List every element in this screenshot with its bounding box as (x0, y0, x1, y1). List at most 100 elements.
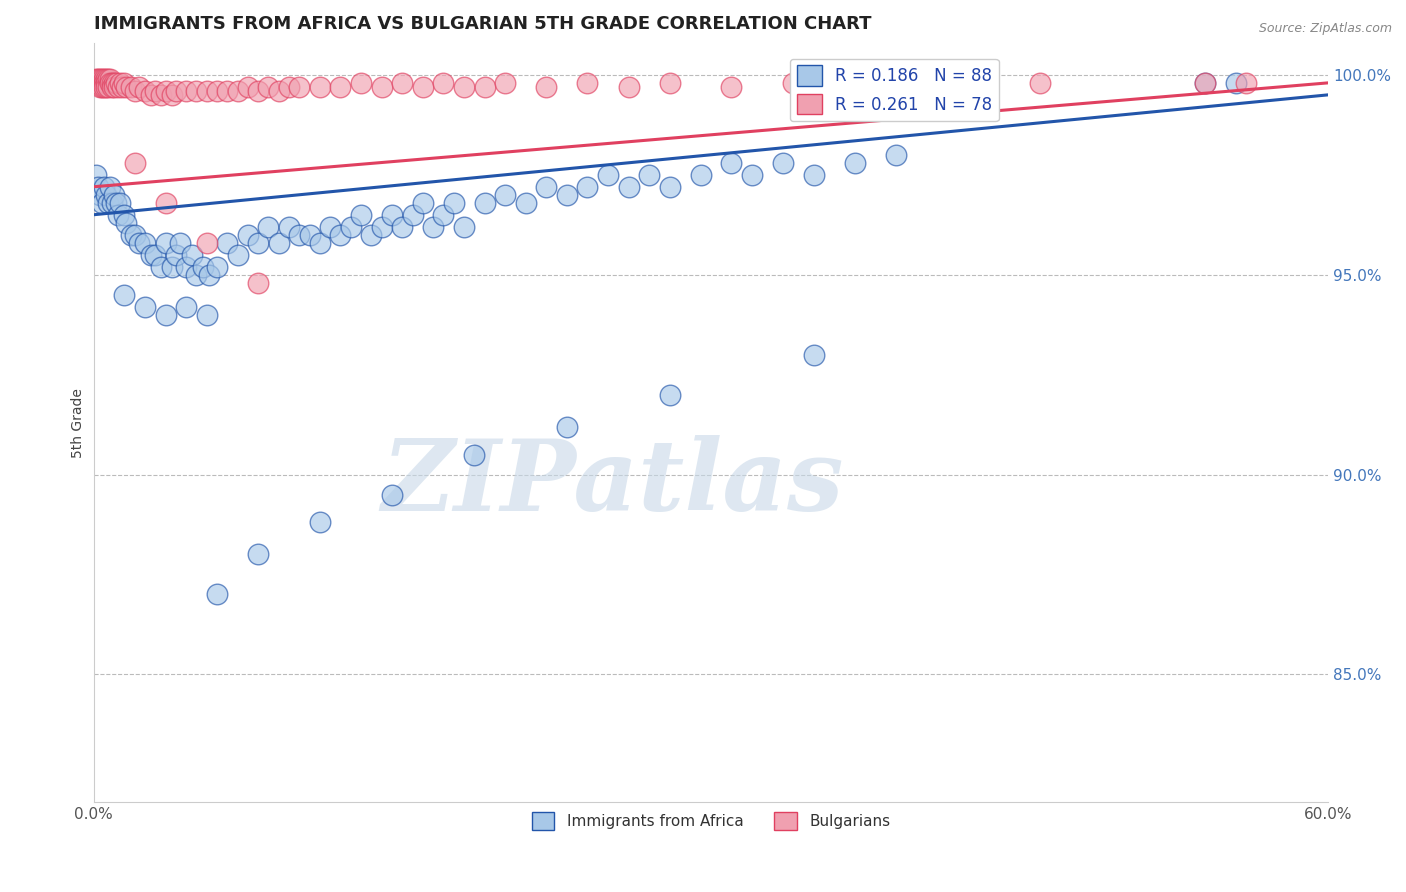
Point (205, 84, 228, 98)
Point (98, 76, 121, 90)
Point (658, 76, 681, 90)
Point (741, 168, 763, 182)
Point (515, 195, 537, 210)
Point (381, 487, 404, 501)
Text: IMMIGRANTS FROM AFRICA VS BULGARIAN 5TH GRADE CORRELATION CHART: IMMIGRANTS FROM AFRICA VS BULGARIAN 5TH … (94, 15, 872, 33)
Point (89, 76, 111, 90)
Point (174, 260, 197, 274)
Point (101, 195, 124, 210)
Point (103, 187, 125, 202)
Point (191, 260, 214, 274)
Point (257, 79, 280, 94)
Point (90, 195, 112, 210)
Point (128, 235, 150, 250)
Point (101, 79, 124, 94)
Point (90, 76, 112, 90)
Point (658, 179, 681, 194)
Point (329, 79, 352, 94)
Point (247, 276, 270, 290)
Point (84, 71, 107, 86)
Point (432, 76, 454, 90)
Point (174, 300, 197, 314)
Point (689, 168, 711, 182)
Point (412, 195, 434, 210)
Point (86, 76, 108, 90)
Point (107, 79, 129, 94)
Point (720, 156, 742, 170)
Point (401, 208, 423, 222)
Point (98, 71, 121, 86)
Point (236, 227, 259, 242)
Point (309, 516, 332, 530)
Text: ZIPatlas: ZIPatlas (381, 435, 844, 532)
Point (160, 260, 183, 274)
Point (278, 79, 301, 94)
Point (120, 79, 142, 94)
Point (205, 260, 228, 274)
Point (105, 76, 128, 90)
Point (94, 71, 117, 86)
Point (803, 168, 825, 182)
Point (198, 268, 221, 282)
Point (103, 79, 125, 94)
Point (155, 84, 177, 98)
Point (596, 168, 619, 182)
Point (350, 208, 373, 222)
Point (309, 235, 332, 250)
Point (93, 79, 115, 94)
Point (576, 76, 599, 90)
Point (267, 84, 290, 98)
Point (155, 235, 177, 250)
Point (160, 87, 183, 102)
Point (174, 84, 197, 98)
Point (453, 219, 475, 234)
Point (844, 79, 866, 94)
Point (165, 248, 187, 262)
Point (494, 187, 516, 202)
Point (1029, 76, 1052, 90)
Point (267, 235, 290, 250)
Point (360, 227, 382, 242)
Point (86, 71, 108, 86)
Point (89, 187, 111, 202)
Point (844, 156, 866, 170)
Point (884, 148, 907, 162)
Point (165, 84, 187, 98)
Point (97, 195, 120, 210)
Point (195, 308, 218, 322)
Point (134, 300, 156, 314)
Point (329, 227, 352, 242)
Point (124, 156, 146, 170)
Point (141, 87, 163, 102)
Point (412, 79, 434, 94)
Point (1225, 76, 1247, 90)
Point (555, 419, 578, 434)
Point (905, 76, 928, 90)
Point (217, 235, 239, 250)
Point (247, 235, 270, 250)
Point (195, 235, 218, 250)
Point (1194, 76, 1216, 90)
Point (97, 79, 120, 94)
Point (443, 195, 465, 210)
Point (84, 168, 107, 182)
Point (186, 84, 208, 98)
Point (97, 71, 120, 86)
Point (236, 79, 259, 94)
Point (803, 348, 825, 362)
Point (555, 187, 578, 202)
Point (247, 84, 270, 98)
Point (474, 195, 496, 210)
Point (115, 216, 138, 230)
Legend: Immigrants from Africa, Bulgarians: Immigrants from Africa, Bulgarians (526, 805, 896, 837)
Point (247, 548, 270, 562)
Point (257, 219, 280, 234)
Point (143, 84, 166, 98)
Point (155, 308, 177, 322)
Point (720, 79, 742, 94)
Point (89, 79, 111, 94)
Point (111, 79, 134, 94)
Point (453, 79, 475, 94)
Point (84, 76, 107, 90)
Point (150, 87, 173, 102)
